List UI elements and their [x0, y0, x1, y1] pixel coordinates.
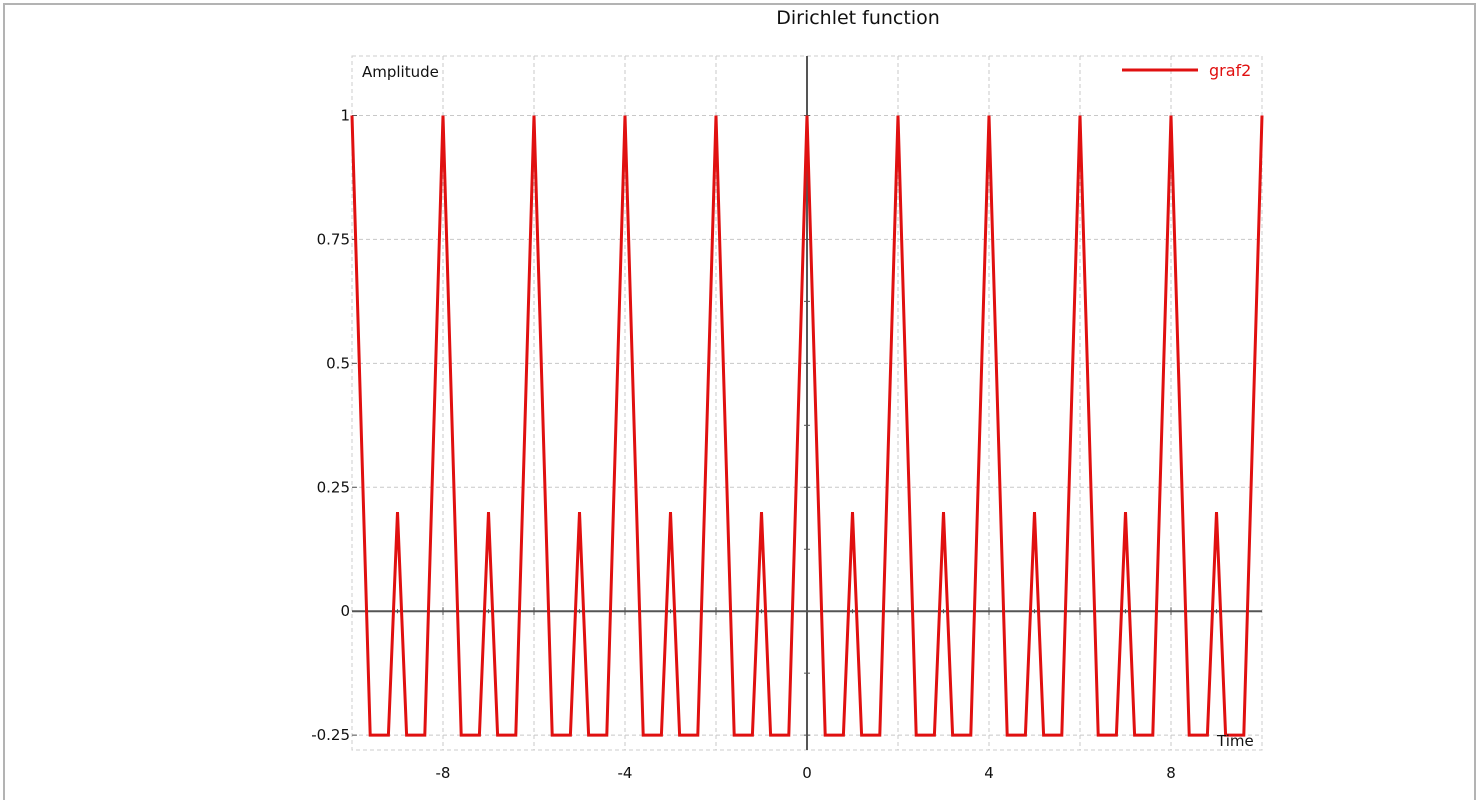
- series-line-graf2: [350, 115, 1264, 737]
- legend-label-graf2: graf2: [1209, 61, 1251, 80]
- y-tick-label: 0.5: [326, 354, 350, 372]
- y-tick-label: 0.75: [317, 230, 350, 248]
- chart-title: Dirichlet function: [776, 7, 940, 29]
- legend: graf2: [1122, 61, 1251, 80]
- y-axis-label: Amplitude: [362, 63, 439, 81]
- x-tick-label: 4: [984, 764, 994, 782]
- series-layer: [350, 115, 1264, 737]
- y-tick-label: 0.25: [317, 478, 350, 496]
- labels-layer: Dirichlet function Amplitude Time -8 -4 0 4…: [311, 7, 1254, 782]
- x-tick-label: 0: [802, 764, 812, 782]
- x-tick-label: 8: [1166, 764, 1176, 782]
- chart-frame: [3, 3, 1476, 800]
- x-axis-label: Time: [1216, 732, 1254, 750]
- y-tick-label: 0: [340, 602, 350, 620]
- axis-ticks: [352, 114, 1217, 736]
- y-tick-label: 1: [340, 106, 350, 124]
- y-tick-label: -0.25: [311, 726, 350, 744]
- x-tick-label: -8: [436, 764, 451, 782]
- x-tick-label: -4: [618, 764, 633, 782]
